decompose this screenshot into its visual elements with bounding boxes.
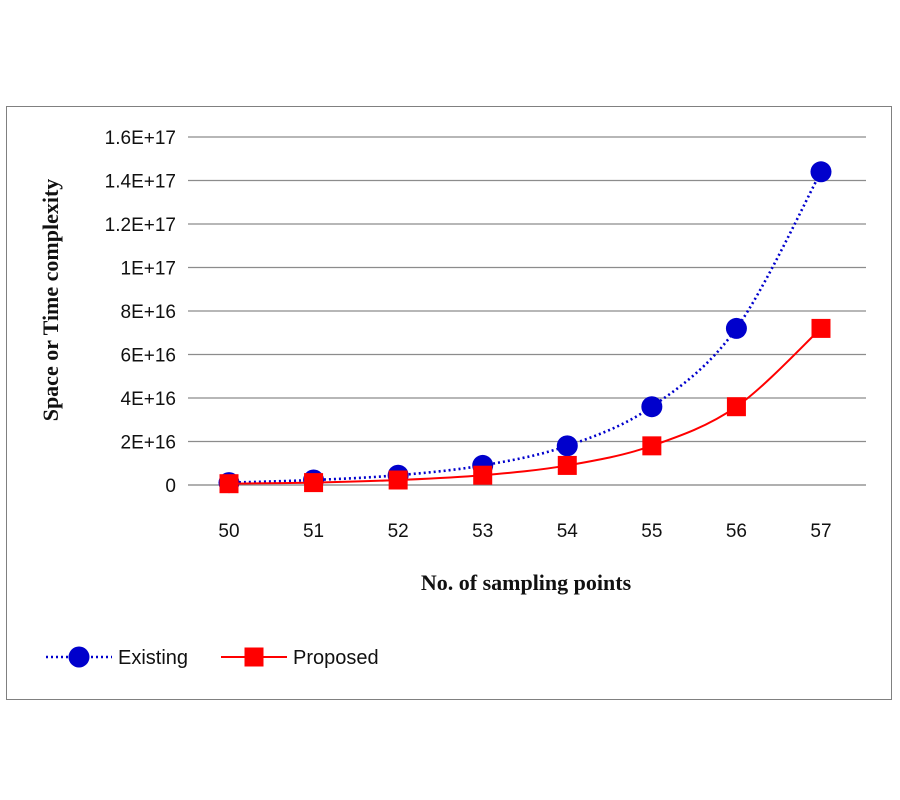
y-tick-label: 4E+16 [121,389,176,410]
legend: Existing Proposed [46,646,379,669]
y-tick-label: 6E+16 [121,346,176,367]
y-tick-label: 8E+16 [121,302,176,323]
y-tick-label: 1.4E+17 [105,172,176,193]
x-tick-label: 55 [641,521,662,542]
existing-series-line [228,171,823,484]
proposed-point [304,473,324,493]
x-tick-label: 51 [303,521,324,542]
existing-point-swatch [68,646,90,668]
x-tick-label: 56 [726,521,747,542]
proposed-point [219,474,239,494]
x-tick-label: 52 [388,521,409,542]
x-tick-label: 50 [218,521,239,542]
x-axis-ticks: 50 51 52 53 54 55 56 57 [218,521,831,542]
y-tick-label: 0 [165,476,176,497]
legend-item-proposed: Proposed [221,647,379,669]
proposed-point [642,436,662,456]
y-tick-label: 2E+16 [121,433,176,454]
existing-point [641,396,663,418]
y-tick-label: 1E+17 [121,259,176,280]
proposed-point [557,455,577,475]
existing-point [810,161,832,183]
y-axis-title: Space or Time complexity [38,179,63,422]
proposed-point [473,465,493,485]
existing-point [556,435,578,457]
gridlines [188,136,866,486]
y-tick-label: 1.6E+17 [105,128,176,149]
proposed-point [388,470,408,490]
x-tick-label: 53 [472,521,493,542]
x-axis-title: No. of sampling points [421,570,632,595]
x-tick-label: 57 [810,521,831,542]
proposed-point [811,318,831,338]
legend-label: Existing [118,647,188,669]
x-tick-label: 54 [557,521,579,542]
existing-point [725,317,747,339]
y-tick-label: 1.2E+17 [105,215,176,236]
legend-item-existing: Existing [46,646,188,669]
y-axis-ticks: 0 2E+16 4E+16 6E+16 8E+16 1E+17 1.2E+17 1.4E+17… [105,128,176,497]
proposed-point [726,397,746,417]
legend-label: Proposed [293,647,379,669]
proposed-point-swatch [244,647,264,667]
data-series [218,161,832,494]
